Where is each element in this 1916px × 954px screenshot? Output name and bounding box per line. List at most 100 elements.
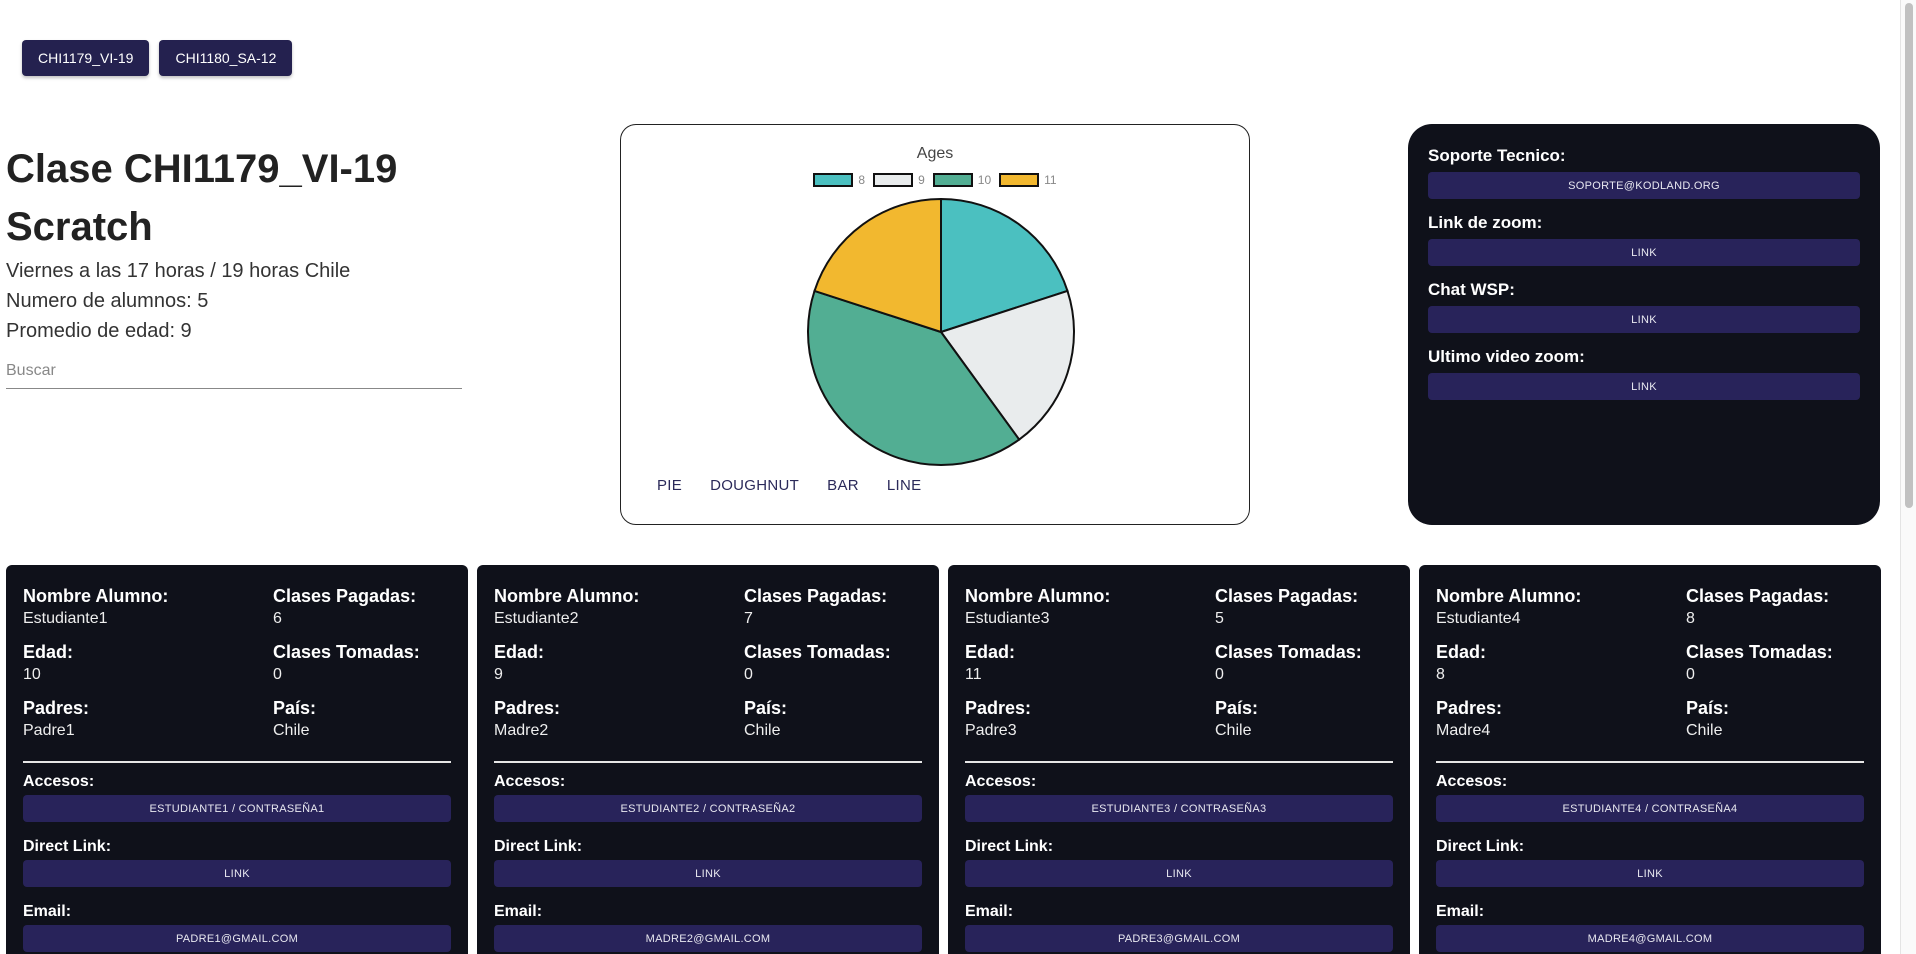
last-zoom-video-button[interactable]: LINK <box>1428 373 1860 400</box>
divider <box>23 761 451 763</box>
student-parents: Madre4 <box>1436 722 1491 739</box>
email-label: Email: <box>965 903 1014 920</box>
parents-label: Padres: <box>1436 698 1503 718</box>
email-label: Email: <box>494 903 543 920</box>
support-panel: Soporte Tecnico: SOPORTE@KODLAND.ORG Lin… <box>1408 124 1880 525</box>
student-country: Chile <box>273 722 310 739</box>
access-credentials-button[interactable]: ESTUDIANTE4 / CONTRASEÑA4 <box>1436 795 1864 822</box>
page-scrollbar[interactable] <box>1900 0 1916 954</box>
class-info: Clase CHI1179_VI-19 Scratch Viernes a la… <box>6 140 466 389</box>
taken-label: Clases Tomadas: <box>273 642 420 662</box>
age-label: Edad: <box>1436 642 1487 662</box>
chart-title: Ages <box>916 145 954 162</box>
classes-taken: 0 <box>1215 666 1224 683</box>
student-age: 9 <box>494 666 503 683</box>
legend-label: 11 <box>1044 173 1057 187</box>
student-cards: Nombre Alumno: Estudiante1 Clases Pagadas… <box>6 565 1881 954</box>
chart-type-bar[interactable]: BAR <box>827 477 859 494</box>
email-button[interactable]: PADRE3@GMAIL.COM <box>965 925 1393 952</box>
paid-label: Clases Pagadas: <box>1215 586 1359 606</box>
parents-label: Padres: <box>965 698 1032 718</box>
student-parents: Padre1 <box>23 722 75 739</box>
legend-item-8[interactable]: 8 <box>813 173 865 187</box>
country-label: País: <box>1215 698 1259 718</box>
class-tabs: CHI1179_VI-19 CHI1180_SA-12 <box>22 40 293 76</box>
direct-link-button[interactable]: LINK <box>965 860 1393 887</box>
whatsapp-chat-button[interactable]: LINK <box>1428 306 1860 333</box>
student-card: Nombre Alumno: Estudiante1 Clases Pagadas… <box>6 565 468 954</box>
name-label: Nombre Alumno: <box>494 586 640 606</box>
direct-link-label: Direct Link: <box>494 838 583 855</box>
taken-label: Clases Tomadas: <box>1215 642 1362 662</box>
email-button[interactable]: PADRE1@GMAIL.COM <box>23 925 451 952</box>
legend-swatch <box>813 173 854 187</box>
support-label: Soporte Tecnico: <box>1428 146 1566 165</box>
country-label: País: <box>744 698 788 718</box>
legend-swatch <box>999 173 1040 187</box>
student-name: Estudiante3 <box>965 610 1050 627</box>
legend-swatch <box>873 173 914 187</box>
scrollbar-thumb[interactable] <box>1905 3 1913 508</box>
student-country: Chile <box>1686 722 1723 739</box>
legend-item-10[interactable]: 10 <box>932 173 991 187</box>
student-name: Estudiante1 <box>23 610 108 627</box>
pie-slice-11[interactable] <box>813 197 942 334</box>
zoom-link-label: Link de zoom: <box>1428 213 1543 232</box>
paid-label: Clases Pagadas: <box>273 586 417 606</box>
email-button[interactable]: MADRE2@GMAIL.COM <box>494 925 922 952</box>
student-country: Chile <box>744 722 781 739</box>
student-parents: Madre2 <box>494 722 549 739</box>
access-label: Accesos: <box>965 773 1037 790</box>
ages-chart-card: Ages 8 9 10 11 PIE DOUGHNUT BAR LINE <box>620 124 1250 525</box>
direct-link-label: Direct Link: <box>965 838 1054 855</box>
student-name: Estudiante2 <box>494 610 579 627</box>
student-name: Estudiante4 <box>1436 610 1521 627</box>
email-label: Email: <box>1436 903 1485 920</box>
access-label: Accesos: <box>23 773 95 790</box>
zoom-link-button[interactable]: LINK <box>1428 239 1860 266</box>
access-credentials-button[interactable]: ESTUDIANTE2 / CONTRASEÑA2 <box>494 795 922 822</box>
classes-paid: 7 <box>744 610 753 627</box>
divider <box>494 761 922 763</box>
access-credentials-button[interactable]: ESTUDIANTE3 / CONTRASEÑA3 <box>965 795 1393 822</box>
country-label: País: <box>273 698 317 718</box>
student-country: Chile <box>1215 722 1252 739</box>
direct-link-button[interactable]: LINK <box>23 860 451 887</box>
direct-link-button[interactable]: LINK <box>1436 860 1864 887</box>
divider <box>1436 761 1864 763</box>
classes-taken: 0 <box>744 666 753 683</box>
class-tab-chi1180[interactable]: CHI1180_SA-12 <box>159 40 293 76</box>
students-count: Numero de alumnos: 5 <box>6 290 209 312</box>
search-input[interactable] <box>6 356 462 389</box>
legend-item-11[interactable]: 11 <box>999 173 1057 187</box>
taken-label: Clases Tomadas: <box>744 642 891 662</box>
whatsapp-chat-label: Chat WSP: <box>1428 280 1515 299</box>
pie-chart[interactable] <box>806 197 1076 467</box>
support-email-button[interactable]: SOPORTE@KODLAND.ORG <box>1428 172 1860 199</box>
age-label: Edad: <box>494 642 545 662</box>
taken-label: Clases Tomadas: <box>1686 642 1833 662</box>
chart-type-line[interactable]: LINE <box>886 477 922 494</box>
legend-item-9[interactable]: 9 <box>873 173 925 187</box>
email-label: Email: <box>23 903 72 920</box>
direct-link-button[interactable]: LINK <box>494 860 922 887</box>
student-age: 10 <box>23 666 41 683</box>
chart-type-pie[interactable]: PIE <box>657 477 683 494</box>
access-credentials-button[interactable]: ESTUDIANTE1 / CONTRASEÑA1 <box>23 795 451 822</box>
pie-slice-9[interactable] <box>939 289 1075 441</box>
class-tab-chi1179[interactable]: CHI1179_VI-19 <box>22 40 150 76</box>
pie-slice-10[interactable] <box>807 289 1021 466</box>
classes-paid: 6 <box>273 610 282 627</box>
email-button[interactable]: MADRE4@GMAIL.COM <box>1436 925 1864 952</box>
name-label: Nombre Alumno: <box>1436 586 1582 606</box>
student-parents: Padre3 <box>965 722 1017 739</box>
paid-label: Clases Pagadas: <box>1686 586 1830 606</box>
chart-type-doughnut[interactable]: DOUGHNUT <box>710 477 800 494</box>
pie-slice-8[interactable] <box>940 197 1069 334</box>
parents-label: Padres: <box>494 698 561 718</box>
last-zoom-video-label: Ultimo video zoom: <box>1428 347 1585 366</box>
student-card: Nombre Alumno: Estudiante4 Clases Pagadas… <box>1419 565 1881 954</box>
direct-link-label: Direct Link: <box>1436 838 1525 855</box>
legend-label: 8 <box>858 173 866 187</box>
chart-type-selector: PIE DOUGHNUT BAR LINE <box>657 477 921 494</box>
